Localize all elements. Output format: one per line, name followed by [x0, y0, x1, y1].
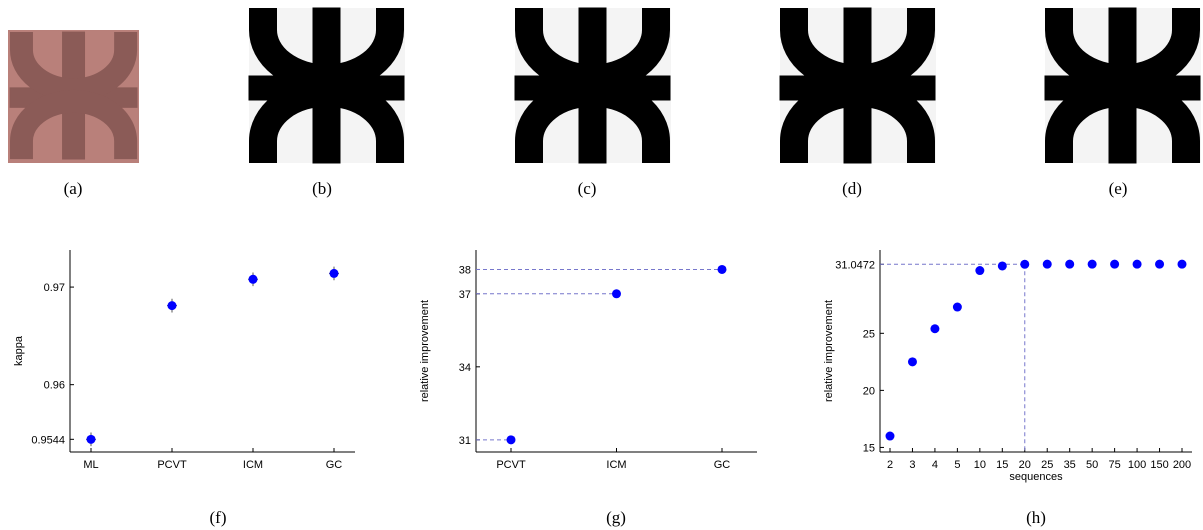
caption: (d) — [842, 179, 862, 198]
point — [975, 266, 984, 275]
y-tick-label: 15 — [863, 442, 875, 454]
caption: (c) — [578, 179, 597, 198]
y-axis-label: relative improvement — [419, 300, 431, 402]
caption: (a) — [64, 179, 83, 198]
x-tick-label: 20 — [1019, 459, 1031, 471]
x-tick-label: 75 — [1108, 459, 1120, 471]
point — [718, 265, 727, 274]
image-d — [780, 8, 936, 163]
y-tick-label: 37 — [459, 289, 471, 301]
x-tick-label: 5 — [954, 459, 960, 471]
x-tick-label: 4 — [932, 459, 938, 471]
x-tick-label: ICM — [606, 459, 626, 471]
y-tick-label: 20 — [863, 385, 875, 397]
point — [998, 261, 1007, 270]
x-tick-label: ICM — [243, 459, 263, 471]
y-axis-label: kappa — [13, 335, 25, 366]
y-tick-label: 25 — [863, 328, 875, 340]
y-tick-label: 0.97 — [44, 282, 65, 294]
point — [930, 324, 939, 333]
x-tick-label: 35 — [1064, 459, 1076, 471]
x-tick-label: GC — [326, 459, 343, 471]
point — [886, 432, 895, 441]
x-axis-label: sequences — [1009, 471, 1063, 483]
point — [1020, 260, 1029, 269]
image-e — [1045, 8, 1201, 163]
caption: (h) — [1026, 508, 1046, 527]
y-tick-label: 34 — [459, 362, 471, 374]
figure: (a) (b) (c) (d) (e) (f) (g) (h) 0.9544 0.… — [0, 0, 1203, 530]
image-b — [249, 8, 405, 163]
x-tick-label: GC — [714, 459, 731, 471]
x-tick-label: 25 — [1041, 459, 1053, 471]
x-tick-label: 3 — [909, 459, 915, 471]
x-tick-label: 15 — [996, 459, 1008, 471]
x-tick-label: 2 — [887, 459, 893, 471]
y-tick-label: 0.96 — [44, 380, 65, 392]
point — [953, 303, 962, 312]
x-tick-label: 10 — [974, 459, 986, 471]
y-tick-label: 31 — [459, 435, 471, 447]
point — [612, 289, 621, 298]
point — [1155, 260, 1164, 269]
x-tick-label: 150 — [1150, 459, 1168, 471]
caption: (g) — [606, 508, 626, 527]
point — [1043, 260, 1052, 269]
y-tick-label: 38 — [459, 264, 471, 276]
caption: (b) — [312, 179, 332, 198]
point — [87, 435, 96, 444]
x-tick-label: ML — [83, 459, 98, 471]
y-tick-label: 31.0472 — [835, 259, 875, 271]
point — [1088, 260, 1097, 269]
point — [1178, 260, 1187, 269]
x-tick-label: PCVT — [496, 459, 526, 471]
x-tick-label: 200 — [1173, 459, 1191, 471]
caption: (e) — [1109, 179, 1128, 198]
point — [330, 269, 339, 278]
point — [1133, 260, 1142, 269]
x-tick-label: 100 — [1128, 459, 1146, 471]
point — [1110, 260, 1119, 269]
point — [249, 275, 258, 284]
y-tick-label: 0.9544 — [31, 434, 65, 446]
point — [507, 435, 516, 444]
point — [1065, 260, 1074, 269]
y-axis-label: relative improvement — [823, 300, 835, 402]
x-tick-label: 50 — [1086, 459, 1098, 471]
image-a — [8, 30, 139, 163]
caption: (f) — [210, 508, 227, 527]
point — [168, 301, 177, 310]
point — [908, 357, 917, 366]
image-c — [515, 8, 671, 163]
x-tick-label: PCVT — [157, 459, 187, 471]
